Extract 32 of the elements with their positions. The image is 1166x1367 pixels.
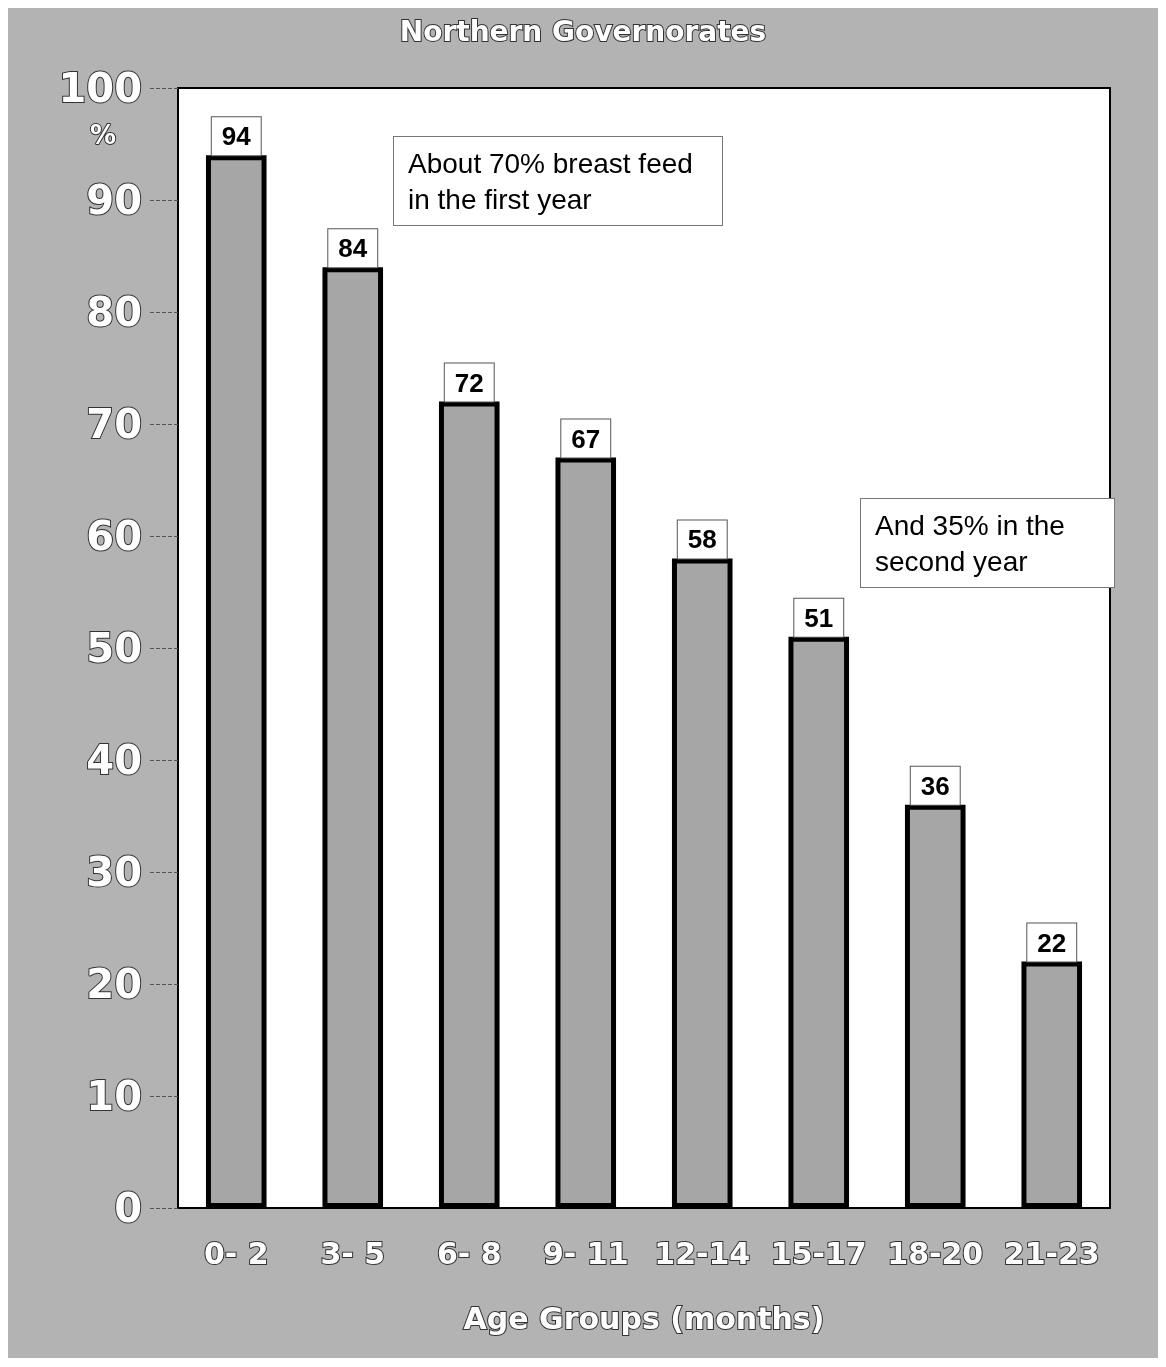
data-label: 94 — [221, 121, 252, 152]
x-axis-title: Age Groups (months) — [463, 1300, 825, 1336]
y-tick-label: 30 — [86, 849, 142, 895]
data-label: 67 — [571, 423, 601, 454]
y-tick-label: 70 — [86, 401, 142, 447]
annotation: And 35% in the second year — [875, 509, 1073, 577]
data-label: 36 — [920, 770, 950, 801]
x-tick-label: 3- 5 — [320, 1235, 386, 1271]
x-tick-label: 12-14 — [654, 1235, 751, 1271]
y-axis-title: % — [89, 120, 117, 150]
y-tick-label: 80 — [86, 289, 142, 335]
x-tick-label: 21-23 — [1003, 1235, 1100, 1271]
x-tick-label: 6- 8 — [436, 1235, 502, 1271]
y-tick-label: 50 — [86, 625, 142, 671]
data-label: 84 — [338, 233, 368, 264]
data-label: 22 — [1037, 927, 1067, 958]
x-tick-label: 0- 2 — [203, 1235, 269, 1271]
annotation: About 70% breast feed in the first year — [408, 147, 701, 215]
data-label: 58 — [687, 524, 717, 555]
chart-title: Northern Governorates — [399, 14, 767, 48]
y-tick-label: 100 — [58, 65, 142, 111]
x-tick-label: 9- 11 — [542, 1235, 629, 1271]
y-tick-label: 40 — [86, 737, 142, 783]
y-tick-label: 20 — [86, 961, 142, 1007]
data-label: 72 — [454, 367, 484, 398]
y-tick-label: 60 — [86, 513, 142, 559]
data-label: 51 — [804, 602, 834, 633]
y-tick-label: 90 — [86, 177, 142, 223]
x-tick-label: 18-20 — [887, 1235, 984, 1271]
y-tick-label: 10 — [86, 1073, 142, 1119]
y-tick-label: 0 — [114, 1185, 142, 1231]
x-tick-label: 15-17 — [770, 1235, 867, 1271]
